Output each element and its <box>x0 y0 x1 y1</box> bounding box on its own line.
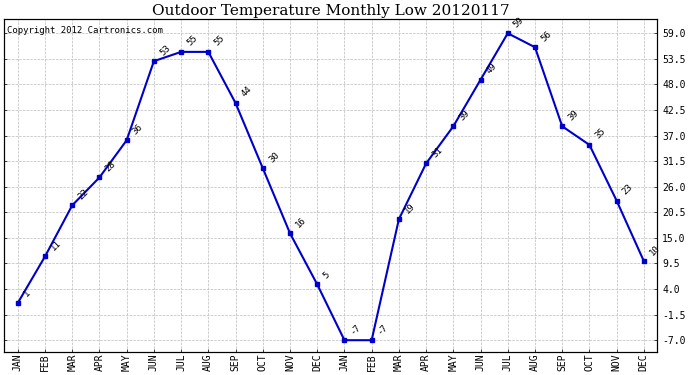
Text: 53: 53 <box>158 43 172 57</box>
Text: 59: 59 <box>512 15 526 29</box>
Text: 5: 5 <box>322 270 331 280</box>
Text: -7: -7 <box>376 322 390 336</box>
Text: 22: 22 <box>77 187 90 201</box>
Text: 35: 35 <box>593 127 608 141</box>
Text: 56: 56 <box>539 29 553 43</box>
Text: 39: 39 <box>566 108 580 122</box>
Text: 1: 1 <box>22 289 32 299</box>
Text: Copyright 2012 Cartronics.com: Copyright 2012 Cartronics.com <box>8 26 164 35</box>
Text: 44: 44 <box>239 85 254 99</box>
Text: 39: 39 <box>457 108 471 122</box>
Text: 19: 19 <box>403 201 417 215</box>
Text: 55: 55 <box>186 34 199 48</box>
Text: 55: 55 <box>213 34 226 48</box>
Text: 23: 23 <box>621 183 635 196</box>
Text: 10: 10 <box>648 243 662 257</box>
Text: 31: 31 <box>431 146 444 159</box>
Title: Outdoor Temperature Monthly Low 20120117: Outdoor Temperature Monthly Low 20120117 <box>152 4 510 18</box>
Text: 28: 28 <box>104 159 117 173</box>
Text: 16: 16 <box>294 215 308 229</box>
Text: 30: 30 <box>267 150 281 164</box>
Text: 49: 49 <box>484 62 499 76</box>
Text: 11: 11 <box>49 238 63 252</box>
Text: 36: 36 <box>131 122 145 136</box>
Text: -7: -7 <box>348 322 362 336</box>
